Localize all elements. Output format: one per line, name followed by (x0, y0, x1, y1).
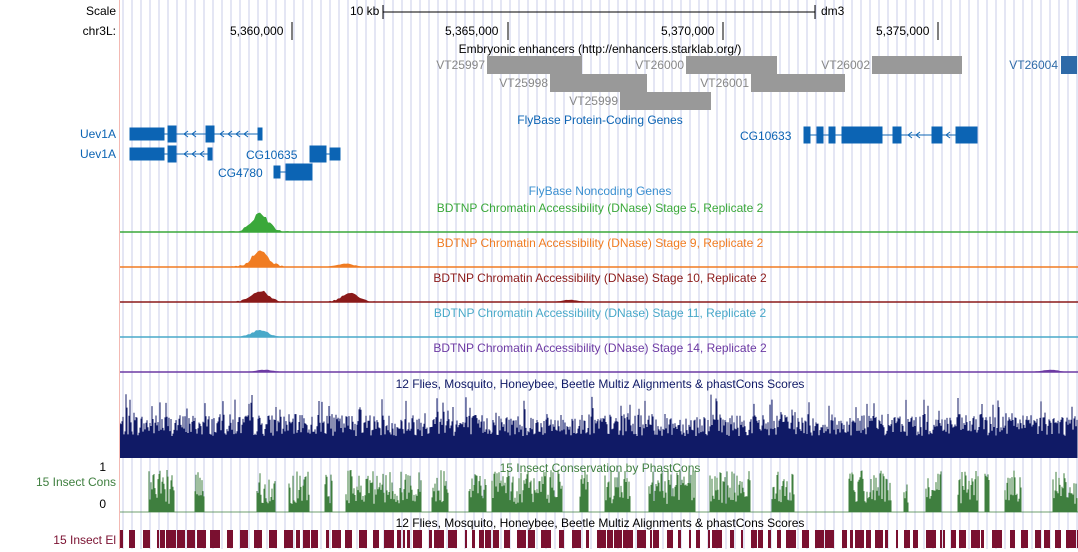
gene-label-cg10635[interactable]: CG10635 (246, 148, 298, 162)
dnase-stage9-signal (120, 250, 1078, 267)
ruler-label-5360000: 5,360,000 (230, 24, 284, 38)
enhancer-label-vt26002[interactable]: VT26002 (821, 58, 870, 72)
ruler-chrom-label: chr3L: (82, 24, 116, 38)
dnase-stage5-signal (120, 212, 1078, 232)
track-graphics (120, 5, 1078, 548)
conserved-elements (120, 530, 1078, 548)
assembly-label: dm3 (821, 4, 845, 18)
enhancers-track-title[interactable]: Embryonic enhancers (http://enhancers.st… (458, 42, 742, 56)
enhancer-box-vt25998[interactable] (550, 74, 647, 92)
track-label-insect-el[interactable]: 15 Insect El (53, 533, 116, 547)
gene-label-uev1a-2[interactable]: Uev1A (79, 147, 116, 161)
phastcons-track-title[interactable]: 15 Insect Conservation by PhastCons (499, 461, 701, 475)
track-area[interactable]: Embryonic enhancers (http://enhancers.st… (120, 0, 1078, 549)
ruler-label-5370000: 5,370,000 (661, 24, 715, 38)
flybase-noncoding-title[interactable]: FlyBase Noncoding Genes (528, 184, 672, 198)
enhancer-box-vt25999[interactable] (620, 92, 711, 110)
signal-tracks (120, 212, 1078, 548)
enhancer-box-vt26001[interactable] (751, 74, 845, 92)
enhancer-label-vt26004[interactable]: VT26004 (1009, 58, 1058, 72)
gene-cg10635[interactable] (309, 145, 341, 163)
dnase-stage11-title[interactable]: BDTNP Chromatin Accessibility (DNase) St… (433, 306, 767, 320)
gene-cg10633[interactable] (803, 126, 978, 144)
enhancer-label-vt25997[interactable]: VT25997 (436, 58, 485, 72)
enhancer-box-vt26000[interactable] (686, 56, 777, 74)
phastcons-bars (148, 470, 1078, 512)
dnase-stage9-title[interactable]: BDTNP Chromatin Accessibility (DNase) St… (436, 236, 764, 250)
multiz-el-track-title[interactable]: 12 Flies, Mosquito, Honeybee, Beetle Mul… (395, 516, 805, 530)
enhancer-box-vt26002[interactable] (872, 56, 962, 74)
gutter-divider (119, 0, 120, 549)
track-label-insect-cons[interactable]: 15 Insect Cons (35, 475, 116, 489)
flybase-coding-genes[interactable] (129, 125, 978, 181)
cons-axis-min: 0 (99, 497, 106, 511)
dnase-stage11-signal (120, 329, 1078, 337)
gene-label-uev1a-1[interactable]: Uev1A (79, 127, 116, 141)
ruler-scale-label: Scale (85, 4, 116, 18)
gene-uev1a-1[interactable] (129, 125, 263, 143)
enhancer-label-vt26001[interactable]: VT26001 (700, 76, 749, 90)
enhancer-label-vt26000[interactable]: VT26000 (635, 58, 684, 72)
multiz-track-title[interactable]: 12 Flies, Mosquito, Honeybee, Beetle Mul… (395, 377, 805, 391)
dnase-stage10-signal (120, 290, 1078, 302)
enhancer-box-vt26004[interactable] (1061, 56, 1077, 74)
enhancer-label-vt25999[interactable]: VT25999 (569, 94, 618, 108)
dnase-stage14-title[interactable]: BDTNP Chromatin Accessibility (DNase) St… (433, 341, 767, 355)
track-label-gutter: Scale chr3L: Uev1A Uev1A 15 Insect Cons … (0, 0, 119, 549)
gene-uev1a-2[interactable] (129, 145, 213, 163)
ruler-label-5375000: 5,375,000 (876, 24, 930, 38)
scale-bar-label: 10 kb (350, 4, 380, 18)
ruler-label-5365000: 5,365,000 (445, 24, 499, 38)
flybase-coding-title[interactable]: FlyBase Protein-Coding Genes (517, 113, 683, 127)
enhancer-label-vt25998[interactable]: VT25998 (499, 76, 548, 90)
base-position-ruler (291, 5, 939, 40)
dnase-stage10-title[interactable]: BDTNP Chromatin Accessibility (DNase) St… (433, 271, 767, 285)
dnase-stage5-title[interactable]: BDTNP Chromatin Accessibility (DNase) St… (436, 201, 764, 215)
gene-label-cg10633[interactable]: CG10633 (740, 129, 792, 143)
multiz-conservation-bars (120, 394, 1078, 458)
enhancer-box-vt25997[interactable] (487, 56, 582, 74)
enhancer-track[interactable] (487, 56, 1077, 110)
gene-cg4780[interactable] (273, 163, 313, 181)
gene-label-cg4780[interactable]: CG4780 (218, 166, 263, 180)
cons-axis-max: 1 (99, 460, 106, 474)
